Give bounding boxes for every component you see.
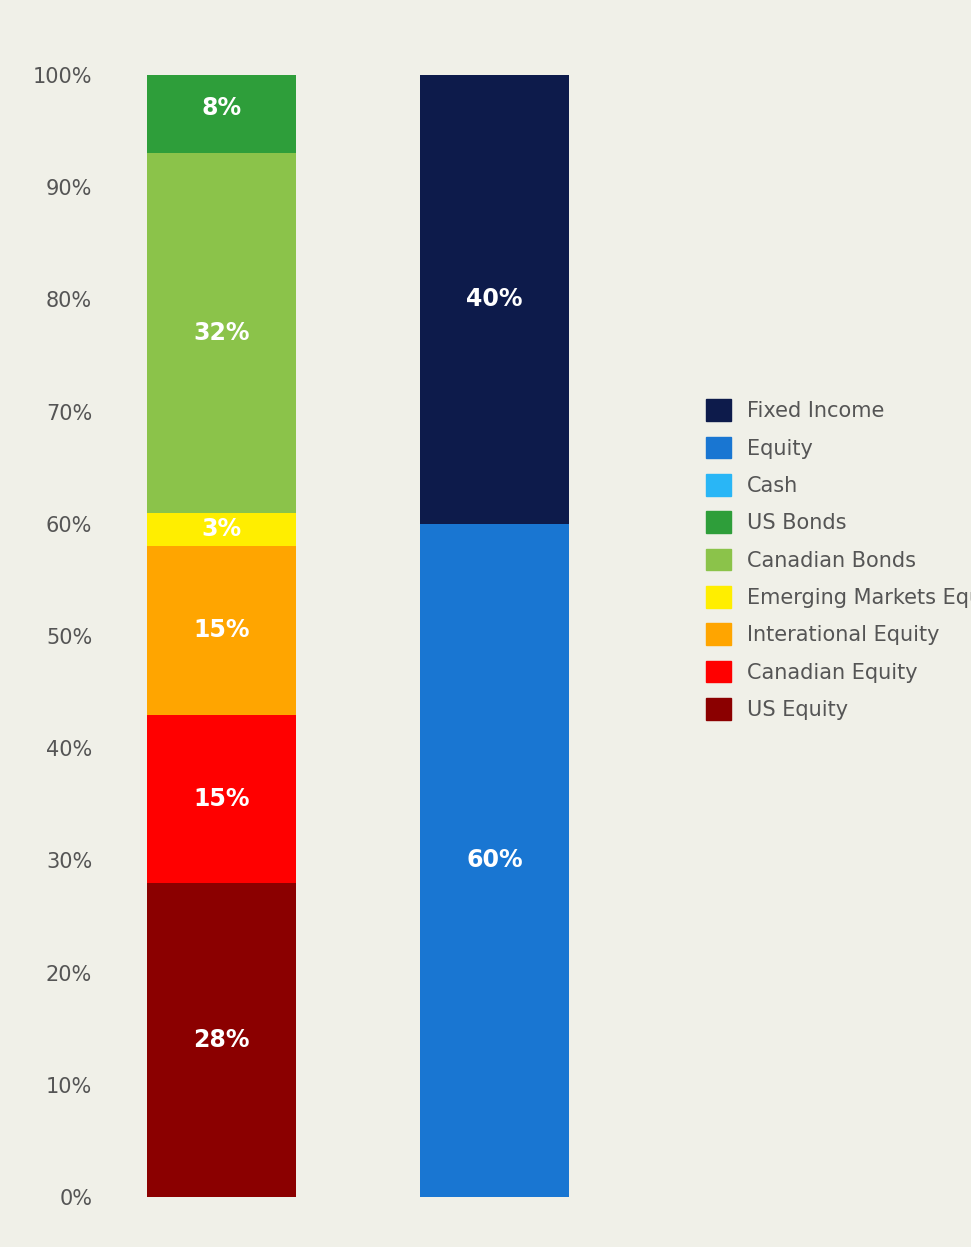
Text: 60%: 60%: [466, 848, 522, 873]
Bar: [147, 715, 296, 883]
Bar: [147, 153, 296, 513]
Text: 3%: 3%: [201, 518, 242, 541]
Text: 15%: 15%: [193, 619, 250, 642]
Legend: Fixed Income, Equity, Cash, US Bonds, Canadian Bonds, Emerging Markets Equity, I: Fixed Income, Equity, Cash, US Bonds, Ca…: [706, 399, 971, 720]
Bar: [147, 64, 296, 153]
Bar: [147, 546, 296, 715]
Bar: [147, 52, 296, 64]
Text: 15%: 15%: [193, 787, 250, 811]
Bar: [420, 524, 569, 1197]
Text: 8%: 8%: [201, 96, 242, 121]
Text: 28%: 28%: [193, 1028, 250, 1052]
Bar: [147, 513, 296, 546]
Text: 32%: 32%: [193, 320, 250, 345]
Bar: [420, 75, 569, 524]
Bar: [147, 883, 296, 1197]
Text: 40%: 40%: [466, 287, 522, 312]
